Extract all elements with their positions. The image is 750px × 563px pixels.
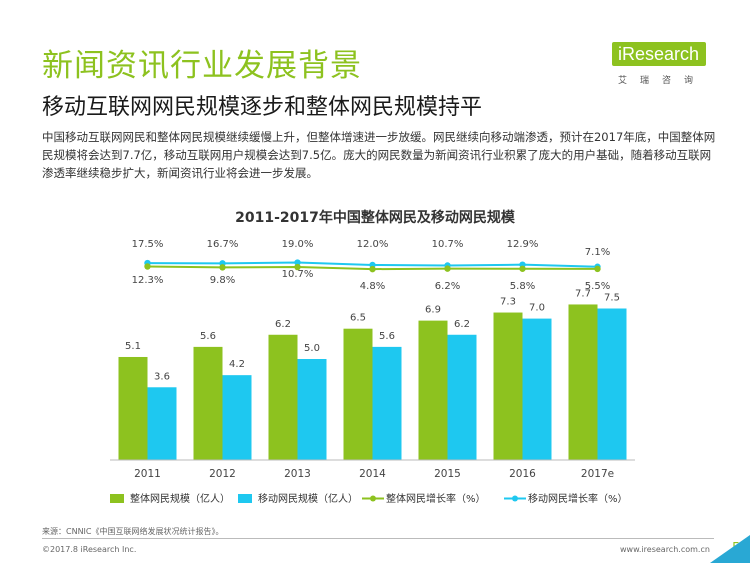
total-growth-point: [444, 265, 451, 272]
copyright: ©2017.8 iResearch Inc.: [42, 545, 137, 554]
total-growth-point: [519, 265, 526, 272]
bar-mobile: [147, 387, 177, 460]
total-growth-label: 5.8%: [510, 281, 535, 292]
legend-item: 整体网民增长率（%）: [362, 492, 486, 505]
bar-mobile: [222, 375, 252, 460]
page-title: 新闻资讯行业发展背景: [42, 48, 362, 84]
total-growth-label: 10.7%: [282, 269, 314, 280]
bar-value-label: 3.6: [154, 371, 170, 382]
mobile-growth-label: 17.5%: [132, 239, 164, 250]
chart-title: 2011-2017年中国整体网民及移动网民规模: [235, 210, 515, 226]
legend-label: 整体网民增长率（%）: [386, 492, 486, 505]
legend-marker: [370, 495, 376, 502]
legend-swatch: [110, 494, 124, 503]
bar-total: [193, 346, 223, 460]
bar-total: [493, 312, 523, 460]
logo-tagline: 艾瑞咨询: [618, 76, 707, 86]
bar-total: [343, 328, 373, 460]
total-growth-label: 12.3%: [132, 275, 164, 286]
mobile-growth-label: 19.0%: [282, 239, 314, 250]
mobile-growth-label: 12.9%: [507, 239, 539, 250]
bar-value-label: 7.0: [529, 303, 545, 314]
bar-total: [568, 304, 598, 460]
source-note: 来源：CNNIC《中国互联网络发展状况统计报告》。: [42, 527, 224, 536]
bar-mobile: [447, 334, 477, 460]
mobile-growth-label: 12.0%: [357, 239, 389, 250]
logo-brand: iResearch: [612, 42, 706, 66]
x-tick-label: 2015: [434, 468, 461, 480]
bar-mobile: [522, 318, 552, 460]
legend-swatch: [238, 494, 252, 503]
body-paragraph: 中国移动互联网网民和整体网民规模继续缓慢上升，但整体增速进一步放缓。网民继续向移…: [42, 130, 716, 180]
legend-label: 移动网民规模（亿人）: [258, 492, 358, 505]
x-tick-label: 2014: [359, 468, 386, 480]
legend-item: 移动网民增长率（%）: [504, 492, 628, 505]
mobile-growth-point: [294, 259, 301, 266]
x-tick-label: 2017e: [581, 468, 614, 480]
total-growth-point: [369, 265, 376, 273]
bar-value-label: 6.2: [454, 319, 470, 330]
bar-mobile: [297, 359, 327, 460]
x-tick-label: 2012: [209, 468, 236, 480]
mobile-growth-label: 16.7%: [207, 239, 239, 250]
x-tick-label: 2011: [134, 468, 161, 480]
page-subtitle: 移动互联网网民规模逐步和整体网民规模持平: [42, 95, 483, 120]
total-growth-label: 4.8%: [360, 281, 385, 292]
mobile-growth-label: 7.1%: [585, 247, 610, 258]
bar-value-label: 4.2: [229, 359, 245, 370]
bar-value-label: 5.6: [200, 331, 216, 342]
legend-marker: [512, 495, 518, 502]
total-growth-point: [294, 263, 301, 271]
bar-value-label: 5.1: [125, 341, 141, 352]
total-growth-label: 6.2%: [435, 281, 460, 292]
total-growth-label: 5.5%: [585, 281, 610, 292]
legend-label: 整体网民规模（亿人）: [130, 492, 230, 505]
total-growth-label: 9.8%: [210, 275, 235, 286]
bar-value-label: 6.9: [425, 305, 441, 316]
bar-mobile: [597, 308, 627, 460]
bar-value-label: 5.0: [304, 343, 320, 354]
total-growth-point: [594, 265, 601, 273]
bar-value-label: 7.5: [604, 293, 620, 304]
bar-total: [118, 356, 148, 460]
bar-value-label: 7.3: [500, 297, 516, 308]
x-tick-label: 2013: [284, 468, 311, 480]
website-link[interactable]: www.iresearch.com.cn: [620, 545, 710, 554]
legend-label: 移动网民增长率（%）: [528, 492, 628, 505]
bar-value-label: 6.2: [275, 319, 291, 330]
legend-item: 移动网民规模（亿人）: [238, 492, 358, 505]
corner-decoration: [710, 535, 750, 563]
bar-total: [268, 334, 298, 460]
bar-mobile: [372, 346, 402, 460]
bar-total: [418, 320, 448, 460]
iresearch-logo: iResearch 艾瑞咨询: [612, 42, 712, 87]
bar-value-label: 7.7: [575, 288, 591, 299]
mobile-growth-label: 10.7%: [432, 239, 464, 250]
x-tick-label: 2016: [509, 468, 536, 480]
total-growth-point: [219, 264, 226, 271]
legend-item: 整体网民规模（亿人）: [110, 492, 230, 505]
bar-line-chart: 5.1 3.6 5.6 4.2 6.2 5.0 6.5 5.6 6.9 6.2 7.3 7.0 7.7 7…: [110, 239, 635, 505]
bar-value-label: 6.5: [350, 313, 366, 324]
footer-divider: [42, 538, 714, 539]
total-growth-point: [144, 263, 151, 270]
bar-value-label: 5.6: [379, 331, 395, 342]
